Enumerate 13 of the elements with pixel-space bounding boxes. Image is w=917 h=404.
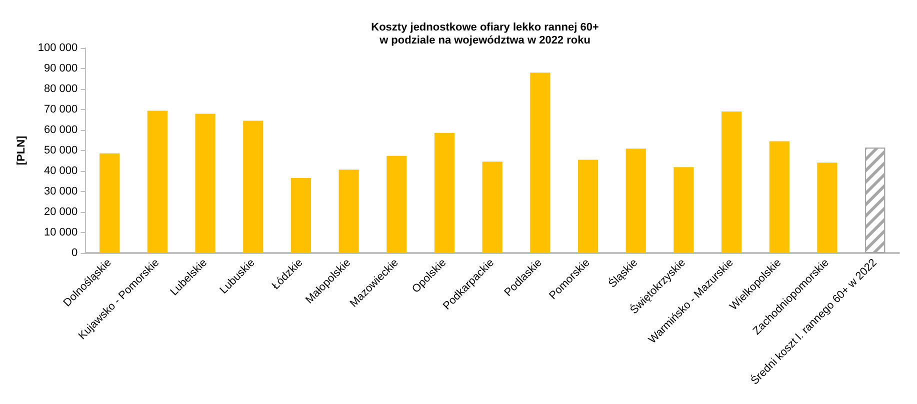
y-tick-label: 30 000 xyxy=(44,186,78,198)
chart-title: Koszty jednostkowe ofiary lekko rannej 60+ w podziale na województwa w 2022 roku xyxy=(371,22,599,46)
y-tick-label: 0 xyxy=(72,247,78,259)
y-tick-label: 50 000 xyxy=(44,144,78,156)
y-tick-label: 80 000 xyxy=(44,83,78,95)
y-tick-label: 60 000 xyxy=(44,124,78,136)
y-axis-title: [PLN] xyxy=(16,136,28,166)
y-tick-label: 40 000 xyxy=(44,165,78,177)
y-tick-label: 90 000 xyxy=(44,62,78,74)
y-tick-label: 10 000 xyxy=(44,226,78,238)
y-tick-label: 70 000 xyxy=(44,104,78,116)
y-tick-label: 100 000 xyxy=(38,42,78,54)
y-tick-label: 20 000 xyxy=(44,206,78,218)
